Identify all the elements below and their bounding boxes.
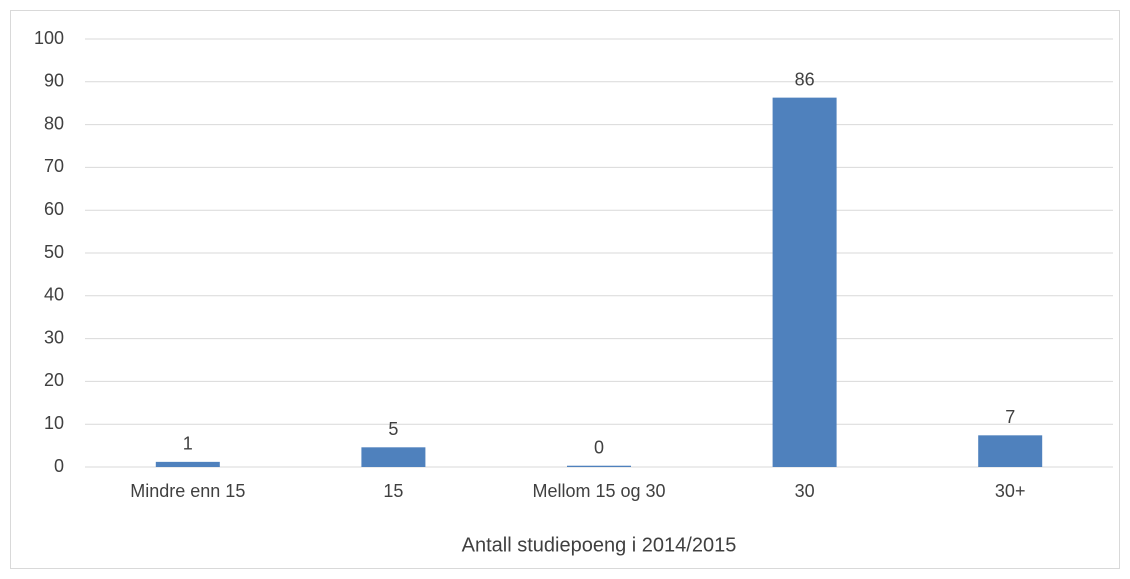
data-label: 5 — [388, 419, 398, 439]
bar — [978, 435, 1043, 467]
y-tick-label: 90 — [44, 71, 64, 91]
y-tick-label: 10 — [44, 413, 64, 433]
bar — [772, 97, 837, 468]
y-tick-label: 60 — [44, 199, 64, 219]
data-label: 7 — [1005, 407, 1015, 427]
bar — [361, 447, 426, 467]
y-tick-label: 100 — [34, 28, 64, 48]
y-tick-label: 70 — [44, 156, 64, 176]
data-label: 0 — [594, 437, 604, 457]
data-label: 86 — [795, 69, 815, 89]
x-tick-label: Mindre enn 15 — [130, 481, 245, 501]
x-tick-label: Mellom 15 og 30 — [532, 481, 665, 501]
y-tick-label: 80 — [44, 113, 64, 133]
y-tick-label: 50 — [44, 242, 64, 262]
bar — [155, 461, 220, 467]
data-label: 1 — [183, 434, 193, 454]
y-tick-label: 20 — [44, 370, 64, 390]
chart-border — [10, 10, 1120, 569]
x-axis-title: Antall studiepoeng i 2014/2015 — [462, 534, 737, 556]
x-tick-label: 30 — [795, 481, 815, 501]
y-tick-label: 40 — [44, 285, 64, 305]
x-tick-label: 15 — [383, 481, 403, 501]
bar — [567, 465, 631, 467]
y-tick-label: 0 — [54, 456, 64, 476]
x-tick-label: 30+ — [995, 481, 1026, 501]
y-tick-label: 30 — [44, 327, 64, 347]
